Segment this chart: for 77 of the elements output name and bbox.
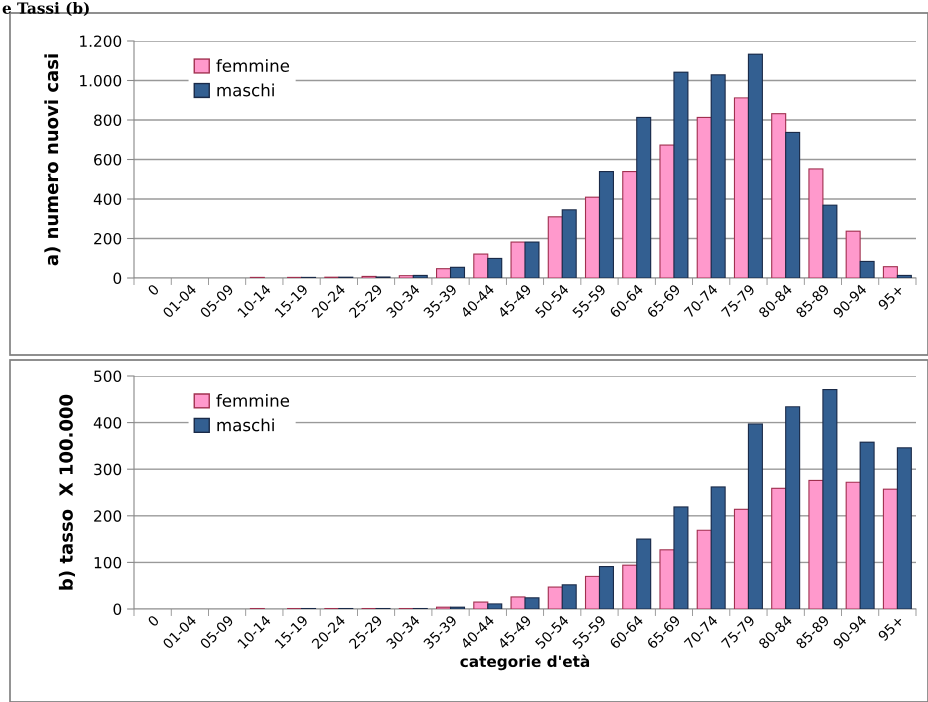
bar [808, 480, 824, 609]
bar [412, 274, 428, 278]
bar [808, 168, 824, 278]
bar [622, 564, 638, 609]
bar [882, 488, 898, 609]
bar [785, 132, 800, 278]
y-tick-label: 800 [94, 114, 122, 126]
y-tick-label: 1.000 [80, 74, 122, 87]
bar [882, 266, 898, 278]
bar [584, 196, 600, 278]
bar [860, 260, 875, 278]
bar [771, 113, 786, 278]
bar [436, 268, 452, 278]
bar [598, 170, 614, 278]
bar [562, 584, 577, 609]
bar [598, 566, 614, 609]
bar [584, 576, 600, 609]
bar [659, 549, 675, 609]
bar [748, 423, 763, 609]
bar [473, 601, 488, 609]
bar [748, 54, 763, 278]
bar [822, 204, 838, 278]
y-tick-label: 100 [94, 556, 122, 568]
bar [710, 74, 726, 278]
bar [510, 242, 526, 278]
y-tick-label: 500 [94, 370, 122, 382]
bar [785, 406, 800, 609]
bar [636, 116, 652, 278]
y-tick-label: 400 [94, 417, 122, 429]
y-axis-title: a) numero nuovi casi [44, 54, 60, 266]
bar [524, 242, 540, 278]
bar [696, 530, 712, 609]
x-tick-label: 0 [147, 614, 160, 628]
y-tick-label: 400 [94, 193, 122, 206]
x-tick-label: 0 [147, 284, 160, 296]
bar [636, 538, 652, 609]
x-axis-title: categorie d'età [460, 654, 590, 670]
y-tick-label: 0 [113, 603, 122, 616]
legend-label: femmine [216, 394, 290, 407]
x-tick-label: 95+ [877, 615, 904, 642]
bar [771, 488, 786, 609]
bar [450, 266, 466, 278]
bar [673, 506, 688, 609]
bar [696, 116, 712, 278]
x-tick-label: 95+ [877, 284, 904, 311]
bar [734, 97, 749, 278]
bar [710, 486, 726, 609]
legend-label: maschi [217, 84, 274, 96]
bar [548, 216, 563, 278]
bar [622, 170, 638, 278]
bar [548, 586, 563, 609]
bar [562, 209, 577, 278]
bar [896, 447, 912, 609]
bar [822, 388, 838, 609]
bar [734, 508, 749, 609]
bar [896, 274, 912, 278]
y-tick-label: 1.200 [80, 35, 122, 48]
bar [846, 482, 861, 609]
bar [846, 230, 861, 278]
bar [524, 597, 540, 609]
legend-label: maschi [217, 418, 274, 432]
y-axis-title: b) tasso X 100.000 [58, 394, 75, 590]
bar [510, 596, 526, 609]
bar [487, 603, 502, 609]
bar [673, 72, 688, 278]
bar [659, 144, 675, 278]
y-tick-label: 600 [94, 154, 122, 166]
bar [860, 442, 875, 609]
y-tick-label: 0 [113, 272, 122, 284]
bar [398, 275, 414, 278]
y-tick-label: 200 [94, 510, 122, 522]
bar [473, 254, 488, 278]
bar [487, 258, 502, 278]
y-tick-label: 200 [94, 232, 122, 245]
chart-title: e Tassi (b) [2, 2, 89, 16]
y-tick-label: 300 [94, 464, 122, 476]
legend-label: femmine [216, 59, 290, 72]
